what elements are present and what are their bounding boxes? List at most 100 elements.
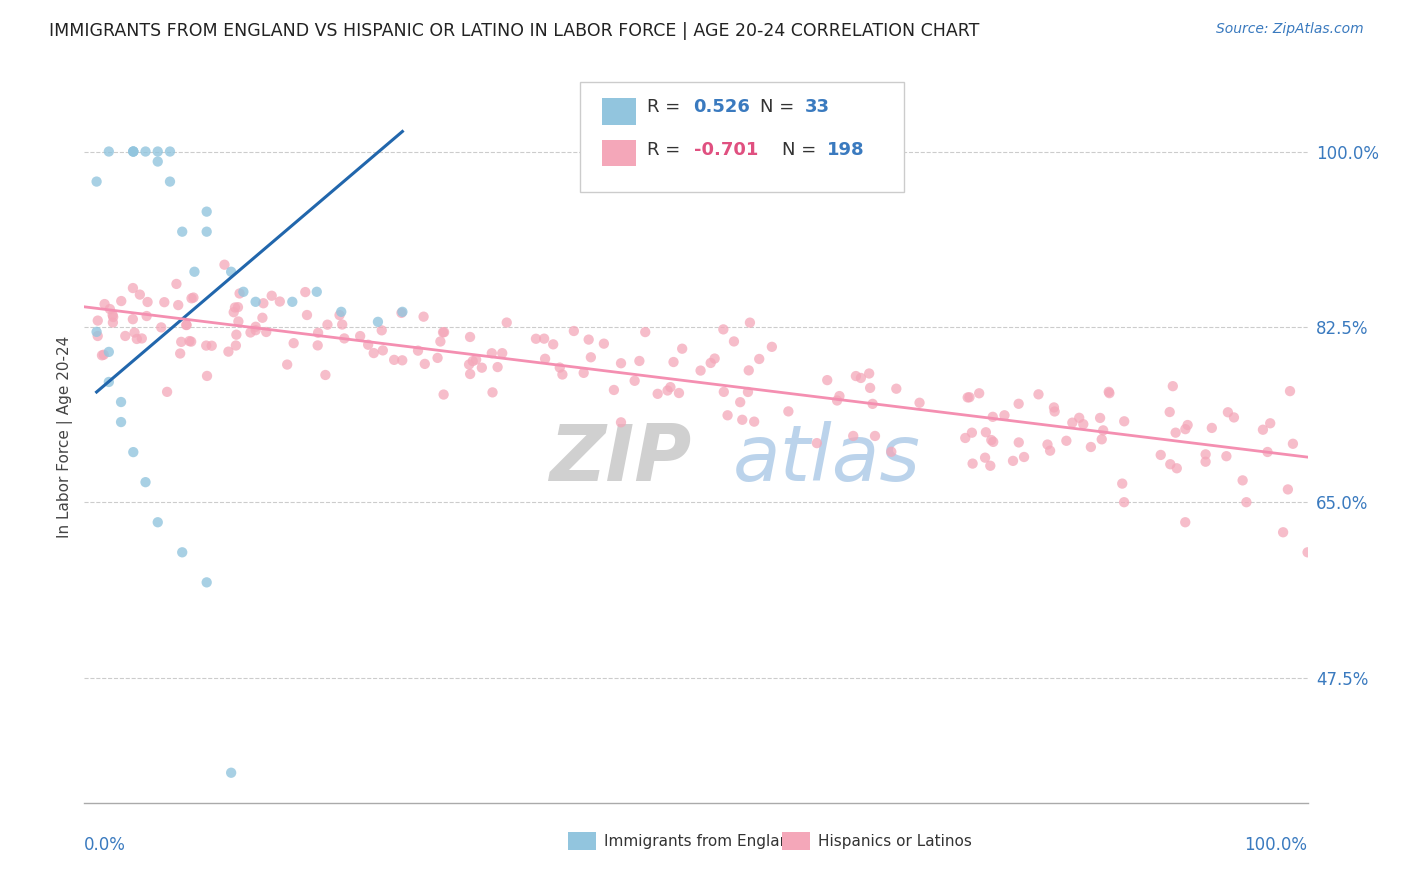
Point — [465, 352, 488, 367]
Point — [1092, 423, 1115, 437]
Point — [97, 375, 120, 389]
Point — [135, 309, 157, 323]
Point — [1177, 417, 1199, 432]
Point — [593, 336, 616, 351]
Point — [432, 325, 454, 339]
Point — [391, 306, 413, 320]
Point — [1216, 405, 1239, 419]
Point — [748, 351, 770, 366]
Point — [406, 343, 429, 358]
Point — [628, 354, 651, 368]
Point — [254, 325, 277, 339]
Point — [357, 337, 380, 351]
Point — [1201, 421, 1223, 435]
Point — [349, 329, 371, 343]
Point — [245, 294, 267, 309]
Point — [122, 145, 145, 159]
Point — [1159, 405, 1181, 419]
Point — [668, 386, 690, 401]
Point — [252, 310, 274, 325]
Point — [146, 154, 169, 169]
Point — [1012, 450, 1035, 464]
Point — [307, 326, 329, 340]
Point — [659, 380, 682, 394]
Point — [728, 395, 751, 409]
Point — [1232, 474, 1254, 488]
Point — [578, 333, 600, 347]
Point — [413, 357, 436, 371]
Point — [623, 374, 645, 388]
Point — [960, 425, 983, 440]
Point — [1257, 445, 1279, 459]
Text: atlas: atlas — [733, 421, 921, 497]
Point — [225, 338, 247, 352]
Point — [806, 436, 828, 450]
Point — [87, 313, 110, 327]
Point — [610, 356, 633, 370]
Point — [226, 300, 249, 314]
Point — [316, 318, 339, 332]
Point — [974, 425, 997, 440]
Point — [1091, 433, 1114, 447]
Point — [125, 332, 148, 346]
Point — [956, 391, 979, 405]
Point — [371, 323, 394, 337]
Point — [738, 316, 761, 330]
Point — [711, 322, 734, 336]
Point — [1194, 447, 1216, 461]
Point — [391, 353, 413, 368]
Point — [328, 308, 350, 322]
Point — [101, 316, 124, 330]
Point — [731, 413, 754, 427]
Point — [283, 336, 305, 351]
Point — [1277, 483, 1299, 497]
Point — [330, 318, 353, 332]
Point — [159, 175, 181, 189]
Point — [828, 389, 851, 403]
Point — [647, 387, 669, 401]
Point — [330, 305, 353, 319]
Text: Hispanics or Latinos: Hispanics or Latinos — [818, 834, 972, 849]
Point — [314, 368, 336, 382]
Point — [167, 298, 190, 312]
Point — [224, 301, 246, 315]
Point — [172, 545, 194, 559]
Point — [1161, 379, 1184, 393]
FancyBboxPatch shape — [782, 832, 810, 850]
Y-axis label: In Labor Force | Age 20-24: In Labor Force | Age 20-24 — [58, 336, 73, 538]
Point — [225, 327, 247, 342]
Point — [1069, 410, 1091, 425]
Point — [172, 225, 194, 239]
Text: R =: R = — [647, 141, 686, 159]
Point — [471, 360, 494, 375]
FancyBboxPatch shape — [602, 98, 636, 125]
Point — [1054, 434, 1077, 448]
Point — [295, 308, 318, 322]
Point — [863, 429, 886, 443]
Point — [1001, 454, 1024, 468]
Point — [1174, 422, 1197, 436]
Point — [1008, 435, 1031, 450]
Text: IMMIGRANTS FROM ENGLAND VS HISPANIC OR LATINO IN LABOR FORCE | AGE 20-24 CORRELA: IMMIGRANTS FROM ENGLAND VS HISPANIC OR L… — [49, 22, 980, 40]
Point — [742, 415, 765, 429]
Point — [122, 281, 145, 295]
Point — [551, 368, 574, 382]
Point — [146, 145, 169, 159]
Point — [842, 429, 865, 443]
Point — [183, 265, 205, 279]
Point — [101, 308, 124, 322]
Point — [859, 381, 882, 395]
FancyBboxPatch shape — [568, 832, 596, 850]
Point — [579, 351, 602, 365]
Point — [131, 331, 153, 345]
Point — [981, 434, 1004, 449]
Point — [1043, 401, 1066, 415]
Point — [738, 363, 761, 377]
Point — [713, 384, 735, 399]
Point — [1251, 423, 1274, 437]
Point — [294, 285, 316, 299]
Point — [458, 330, 481, 344]
Point — [524, 332, 547, 346]
Point — [1062, 416, 1084, 430]
Text: -0.701: -0.701 — [693, 141, 758, 159]
